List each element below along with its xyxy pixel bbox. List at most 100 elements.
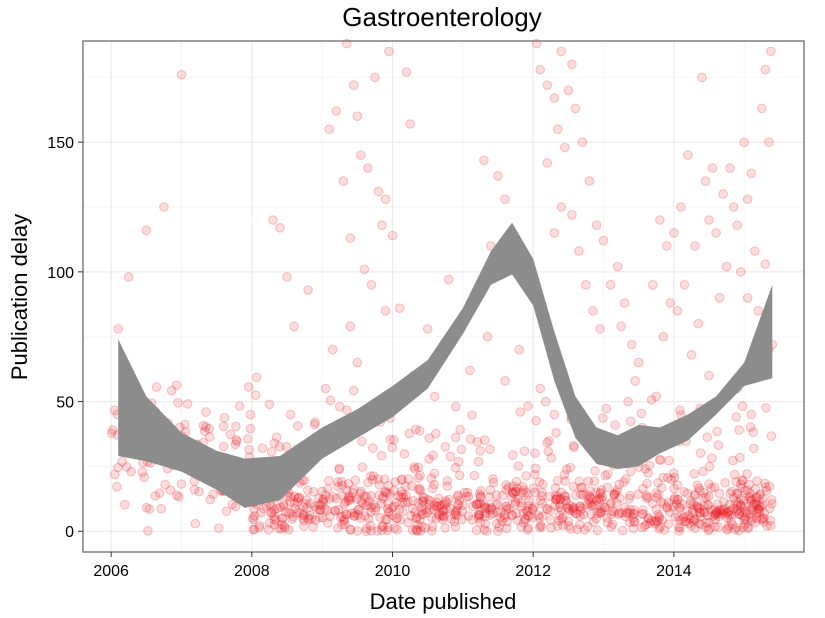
data-point xyxy=(577,503,588,513)
data-point xyxy=(749,443,759,454)
data-point xyxy=(698,487,709,498)
data-point xyxy=(411,524,421,535)
data-point xyxy=(150,491,160,501)
data-point xyxy=(363,163,373,173)
data-point xyxy=(575,505,586,516)
data-point xyxy=(654,454,665,465)
data-point xyxy=(736,500,746,511)
data-point xyxy=(401,67,412,77)
data-point xyxy=(299,521,309,531)
data-point xyxy=(442,476,453,486)
data-point xyxy=(653,509,663,520)
data-point xyxy=(737,475,748,485)
data-point xyxy=(491,518,502,529)
data-point xyxy=(323,518,333,528)
data-point xyxy=(359,264,370,275)
data-point xyxy=(279,521,290,532)
data-point xyxy=(626,466,636,477)
data-point xyxy=(737,475,748,486)
data-point xyxy=(293,493,303,504)
data-point xyxy=(325,395,336,406)
data-point xyxy=(507,510,518,521)
data-point xyxy=(346,493,357,503)
data-point xyxy=(331,493,342,504)
data-point xyxy=(280,523,290,533)
data-point xyxy=(742,469,752,479)
plot-frame xyxy=(82,40,805,553)
data-point xyxy=(695,448,706,458)
data-point xyxy=(507,487,518,498)
data-point xyxy=(404,428,415,439)
data-point xyxy=(347,487,358,498)
data-point xyxy=(588,306,598,316)
data-point xyxy=(609,507,620,517)
data-point xyxy=(294,492,305,503)
data-point xyxy=(450,432,461,443)
data-point xyxy=(535,383,546,394)
data-point xyxy=(376,498,387,509)
data-point xyxy=(624,493,635,504)
data-point xyxy=(266,508,276,518)
data-point xyxy=(330,506,341,516)
data-point xyxy=(732,522,742,533)
data-point xyxy=(378,521,388,532)
data-point xyxy=(663,497,674,508)
data-point xyxy=(602,517,613,528)
data-point xyxy=(323,484,333,494)
data-point xyxy=(599,502,609,513)
data-point xyxy=(669,472,680,483)
data-point xyxy=(710,509,720,520)
data-point xyxy=(752,476,762,486)
data-point xyxy=(704,524,715,534)
data-point xyxy=(392,513,403,524)
data-point xyxy=(454,495,465,506)
data-point xyxy=(670,512,680,522)
data-point xyxy=(390,477,401,487)
data-point xyxy=(341,509,352,520)
data-point xyxy=(570,508,581,519)
data-point xyxy=(310,501,320,512)
data-point xyxy=(316,500,326,510)
data-point xyxy=(736,483,747,493)
data-point xyxy=(535,520,546,531)
data-point xyxy=(314,500,325,510)
data-point xyxy=(741,507,752,518)
data-point xyxy=(726,516,736,527)
data-point xyxy=(456,444,467,455)
data-point xyxy=(693,318,704,329)
data-point xyxy=(343,479,354,489)
data-point xyxy=(292,497,303,508)
data-point xyxy=(339,499,350,510)
data-point xyxy=(646,515,657,526)
data-point xyxy=(727,510,737,520)
data-point xyxy=(269,505,280,515)
data-point xyxy=(762,521,772,531)
data-point xyxy=(380,306,391,316)
data-point xyxy=(764,137,774,147)
data-point xyxy=(766,495,777,505)
data-point xyxy=(479,502,490,513)
data-point xyxy=(268,215,278,225)
data-point xyxy=(327,344,338,355)
data-point xyxy=(395,515,406,525)
data-point xyxy=(754,508,764,518)
data-point xyxy=(204,432,215,442)
data-point xyxy=(493,526,503,537)
data-point xyxy=(753,504,764,514)
data-point xyxy=(518,508,529,518)
data-point xyxy=(531,415,541,426)
data-point xyxy=(429,479,440,490)
data-point xyxy=(568,504,579,514)
data-point xyxy=(500,194,510,204)
data-point xyxy=(322,505,332,516)
data-point xyxy=(740,485,751,496)
data-point xyxy=(482,503,493,513)
data-point xyxy=(435,510,445,521)
data-point xyxy=(248,524,259,535)
data-point xyxy=(742,485,753,495)
data-point xyxy=(387,502,398,513)
data-point xyxy=(277,513,288,523)
data-point xyxy=(669,228,679,238)
data-point xyxy=(682,488,693,499)
data-point xyxy=(576,489,586,499)
